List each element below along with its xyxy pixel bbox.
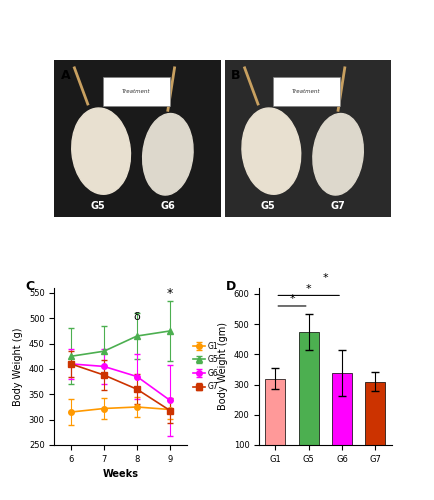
Bar — [298, 332, 318, 475]
Bar — [331, 373, 351, 475]
Text: δ: δ — [133, 312, 140, 322]
X-axis label: Weeks: Weeks — [102, 470, 138, 480]
Y-axis label: Body Weight (gm): Body Weight (gm) — [217, 322, 227, 410]
Text: Treatment: Treatment — [292, 89, 320, 94]
Ellipse shape — [241, 108, 300, 194]
Text: *: * — [289, 294, 294, 304]
Ellipse shape — [312, 114, 362, 195]
Text: *: * — [305, 284, 311, 294]
Text: D: D — [226, 280, 236, 293]
Text: *: * — [322, 274, 328, 283]
FancyBboxPatch shape — [102, 78, 169, 106]
Text: G5: G5 — [260, 201, 275, 211]
Bar — [365, 382, 385, 475]
Legend: G1, G5, G6, G7: G1, G5, G6, G7 — [190, 338, 221, 394]
Ellipse shape — [142, 114, 193, 195]
Text: G7: G7 — [330, 201, 345, 211]
Text: Treatment: Treatment — [122, 89, 150, 94]
Bar — [265, 378, 285, 475]
Y-axis label: Body Weight (g): Body Weight (g) — [13, 327, 23, 406]
Text: B: B — [231, 70, 240, 82]
Text: C: C — [25, 280, 34, 293]
FancyBboxPatch shape — [273, 78, 339, 106]
Text: *: * — [167, 286, 173, 300]
Text: A: A — [61, 70, 70, 82]
Ellipse shape — [72, 108, 130, 194]
Text: G5: G5 — [90, 201, 105, 211]
Text: G6: G6 — [160, 201, 175, 211]
